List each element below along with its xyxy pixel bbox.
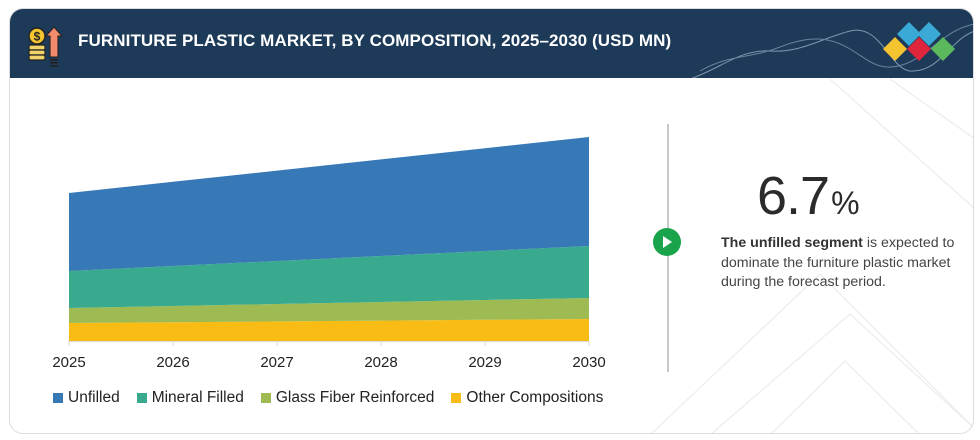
area-unfilled (69, 137, 589, 271)
legend-label: Mineral Filled (151, 389, 244, 406)
legend-item-mineral-filled: Mineral Filled (136, 389, 244, 407)
legend-item-other-compositions: Other Compositions (451, 389, 603, 407)
x-tick-label: 2029 (468, 354, 502, 371)
money-growth-icon: $ (28, 26, 64, 67)
brand-logo-decoration (691, 22, 973, 78)
insight-bold-text: The unfilled segment (721, 235, 863, 251)
svg-text:$: $ (34, 30, 41, 44)
play-button[interactable] (653, 228, 681, 256)
area-other-compositions (69, 319, 589, 341)
cagr-value: 6.7 (757, 166, 830, 226)
legend-label: Glass Fiber Reinforced (275, 389, 435, 406)
logo-diamond-blue-1 (897, 22, 921, 46)
chart-title: FURNITURE PLASTIC MARKET, BY COMPOSITION… (78, 31, 672, 50)
legend-item-glass-fiber-reinforced: Glass Fiber Reinforced (260, 389, 435, 407)
play-icon (663, 236, 672, 248)
cagr-unit: % (831, 185, 860, 221)
legend-swatch-unfilled (53, 393, 63, 403)
logo-diamond-red (907, 37, 931, 61)
x-tick-label: 2025 (52, 354, 86, 371)
x-tick-label: 2028 (364, 354, 398, 371)
legend-label: Unfilled (68, 389, 120, 406)
legend-swatch-glass-fiber (260, 393, 271, 403)
header-bar: $ FURNITURE PLASTIC MARKET, BY COMPOSITI… (10, 9, 973, 78)
legend-swatch-mineral-filled (136, 393, 147, 403)
cagr-stat: 6.7% (757, 165, 860, 227)
x-tick-label: 2027 (260, 354, 294, 371)
insight-description: The unfilled segment is expected to domi… (721, 234, 956, 293)
logo-diamond-yellow (883, 37, 907, 61)
legend-label: Other Compositions (466, 389, 604, 406)
logo-diamond-blue-2 (917, 22, 941, 46)
legend-item-unfilled: Unfilled (53, 389, 120, 407)
insight-text: is expected to dominate the furniture pl… (721, 235, 955, 290)
area-mineral-filled (69, 246, 589, 308)
chart-legend: Unfilled Mineral Filled Glass Fiber Rein… (53, 389, 620, 407)
x-tick-label: 2026 (156, 354, 190, 371)
legend-swatch-other (451, 393, 462, 403)
x-tick-label: 2030 (572, 354, 606, 371)
logo-diamond-green (931, 37, 955, 61)
area-glass-fiber-reinforced (69, 298, 589, 323)
